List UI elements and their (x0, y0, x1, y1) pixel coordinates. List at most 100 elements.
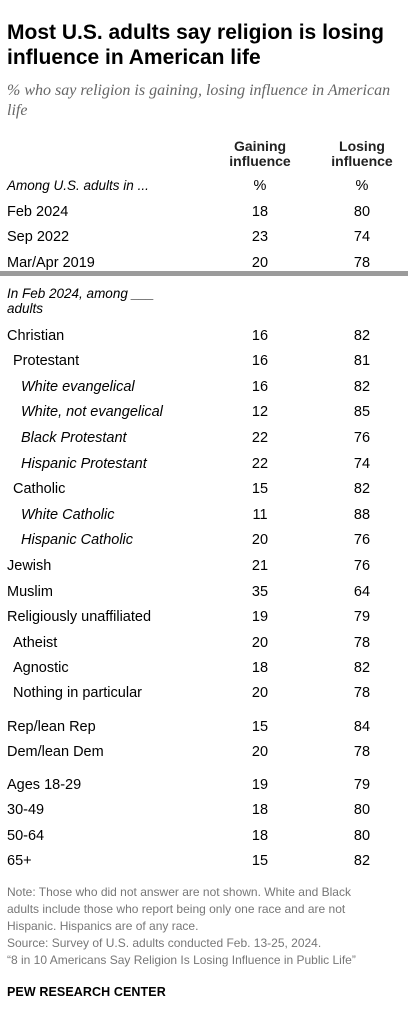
row-label: Ages 18-29 (7, 777, 82, 793)
losing-value: 76 (353, 558, 371, 574)
row-label: Jewish (7, 558, 52, 574)
gaining-value: 16 (251, 353, 269, 369)
report-title-line: “8 in 10 Americans Say Religion Is Losin… (7, 953, 356, 967)
section-divider (0, 271, 408, 276)
row-label: Religiously unaffiliated (7, 609, 152, 625)
chart-title: Most U.S. adults say religion is losing … (7, 21, 384, 69)
losing-value: 80 (353, 828, 371, 844)
row-label: Protestant (13, 353, 80, 369)
units-row-label: Among U.S. adults in ... (7, 178, 149, 193)
gaining-value: 22 (251, 430, 269, 446)
table-row: Dem/lean Dem 20 78 (0, 743, 415, 769)
losing-value: 81 (353, 353, 371, 369)
gaining-value: 16 (251, 379, 269, 395)
table-row: 65+ 15 82 (0, 852, 415, 878)
source-line: Source: Survey of U.S. adults conducted … (7, 936, 322, 950)
table-row: Protestant 16 81 (0, 352, 415, 378)
table-row: 30-49 18 80 (0, 801, 415, 827)
table-row: Feb 2024 18 80 (0, 203, 415, 229)
gaining-value: 20 (251, 635, 269, 651)
table-row: Catholic 15 82 (0, 480, 415, 506)
row-label: Sep 2022 (7, 229, 70, 245)
losing-value: 74 (353, 456, 371, 472)
row-label: 30-49 (7, 802, 45, 818)
losing-value: 84 (353, 719, 371, 735)
row-label: White, not evangelical (21, 404, 163, 420)
table-row: Jewish 21 76 (0, 557, 415, 583)
gaining-value: 11 (252, 507, 268, 523)
gaining-value: 35 (251, 584, 269, 600)
gaining-value: 15 (251, 719, 269, 735)
losing-value: 80 (353, 802, 371, 818)
losing-value: 82 (353, 328, 371, 344)
gaining-value: 18 (251, 828, 269, 844)
table-row: Rep/lean Rep 15 84 (0, 718, 415, 744)
row-label: Hispanic Protestant (21, 456, 147, 472)
note-line: Note: Those who did not answer are not s… (7, 885, 351, 899)
losing-value: 80 (353, 204, 371, 220)
gaining-value: 20 (251, 744, 269, 760)
gaining-value: 22 (251, 456, 269, 472)
units-row: Among U.S. adults in ... % % (0, 177, 415, 203)
gaining-value: 15 (251, 853, 269, 869)
row-label: Muslim (7, 584, 53, 600)
gaining-value: 20 (251, 255, 269, 271)
table-row: 50-64 18 80 (0, 827, 415, 853)
losing-value: 64 (353, 584, 371, 600)
row-label: White evangelical (21, 379, 135, 395)
table-row: White evangelical 16 82 (0, 378, 415, 404)
note-line: Hispanic. Hispanics are of any race. (7, 919, 199, 933)
row-label: Christian (7, 328, 65, 344)
table-row: Hispanic Catholic 20 76 (0, 531, 415, 557)
brand-logo-text: PEW RESEARCH CENTER (7, 985, 166, 999)
table-row: Mar/Apr 2019 20 78 (0, 254, 415, 280)
row-label: Mar/Apr 2019 (7, 255, 95, 271)
gaining-value: 18 (251, 802, 269, 818)
losing-value: 76 (353, 532, 371, 548)
gaining-value: 20 (251, 685, 269, 701)
losing-value: 82 (353, 481, 371, 497)
table-row: Ages 18-29 19 79 (0, 776, 415, 802)
losing-value: 82 (353, 853, 371, 869)
row-label: White Catholic (21, 507, 115, 523)
table-row: Black Protestant 22 76 (0, 429, 415, 455)
losing-value: 76 (353, 430, 371, 446)
losing-value: 78 (353, 255, 371, 271)
units-gaining: % (253, 178, 267, 194)
table-row: Agnostic 18 82 (0, 659, 415, 685)
row-label: Rep/lean Rep (7, 719, 96, 735)
losing-value: 88 (353, 507, 371, 523)
row-label: 50-64 (7, 828, 45, 844)
table-row: Christian 16 82 (0, 327, 415, 353)
losing-value: 82 (353, 660, 371, 676)
row-label: 65+ (7, 853, 32, 869)
table-row: Hispanic Protestant 22 74 (0, 455, 415, 481)
table-row: Sep 2022 23 74 (0, 228, 415, 254)
losing-value: 85 (353, 404, 371, 420)
row-label: Agnostic (13, 660, 69, 676)
table-row: Religiously unaffiliated 19 79 (0, 608, 415, 634)
column-header-losing: Losing influence (331, 138, 393, 169)
losing-value: 82 (353, 379, 371, 395)
row-label: Nothing in particular (13, 685, 142, 701)
gaining-value: 23 (251, 229, 269, 245)
losing-value: 79 (353, 777, 371, 793)
table-row: White, not evangelical 12 85 (0, 403, 415, 429)
row-label: Atheist (13, 635, 58, 651)
table-row: Nothing in particular 20 78 (0, 684, 415, 710)
losing-value: 78 (353, 685, 371, 701)
row-label: Dem/lean Dem (7, 744, 104, 760)
gaining-value: 19 (251, 609, 269, 625)
table-row: Atheist 20 78 (0, 634, 415, 660)
chart-subtitle: % who say religion is gaining, losing in… (7, 82, 391, 119)
losing-value: 79 (353, 609, 371, 625)
row-label: Black Protestant (21, 430, 127, 446)
note-line: adults include those who report being on… (7, 902, 346, 916)
gaining-value: 16 (251, 328, 269, 344)
section-label: In Feb 2024, among ___ adults (7, 286, 155, 316)
gaining-value: 12 (251, 404, 269, 420)
footnote: Note: Those who did not answer are not s… (7, 884, 412, 969)
gaining-value: 15 (251, 481, 269, 497)
losing-value: 78 (353, 744, 371, 760)
row-label: Feb 2024 (7, 204, 69, 220)
